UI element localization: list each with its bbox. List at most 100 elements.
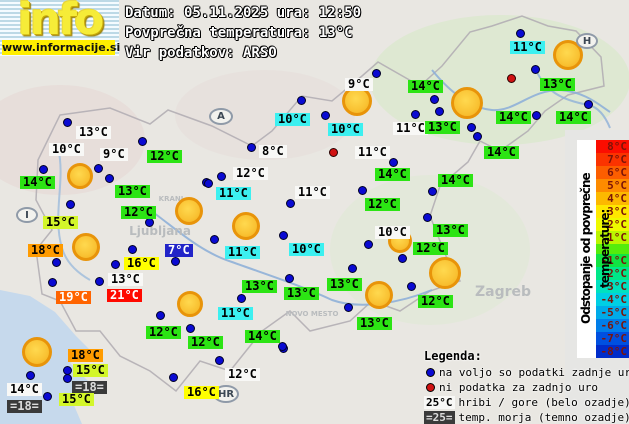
temperature-label: 12°C — [146, 326, 181, 339]
station-dot-blue — [204, 179, 213, 188]
station-dot-blue — [531, 65, 540, 74]
temperature-label: 13°C — [284, 287, 319, 300]
temperature-label: 13°C — [76, 126, 111, 139]
station-dot-blue — [43, 392, 52, 401]
station-dot-blue — [105, 174, 114, 183]
temperature-label: 18°C — [28, 244, 63, 257]
header-average-temperature: Povprečna temperatura: 13°C — [125, 25, 353, 41]
scale-bands: 8°C7°C6°C5°C4°C3°C2°C1°C -1°C-2°C-3°C-4°C… — [596, 140, 629, 358]
temperature-label: 13°C — [433, 224, 468, 237]
sea-chip-icon: =25= — [424, 411, 455, 424]
temperature-label: 11°C — [393, 122, 428, 135]
scale-band: -2°C — [596, 267, 629, 280]
temperature-label: 12°C — [413, 242, 448, 255]
temperature-label: 11°C — [355, 146, 390, 159]
station-dot-blue — [39, 165, 48, 174]
sunny-weather-icon — [365, 281, 393, 309]
station-dot-blue — [26, 371, 35, 380]
temperature-label: =18= — [72, 381, 107, 394]
scale-band: -3°C — [596, 280, 629, 293]
legend-rows: na voljo so podatki zadnje ure ni podatka… — [424, 365, 629, 424]
station-dot-blue — [138, 137, 147, 146]
scale-band — [596, 244, 629, 254]
temperature-label: 14°C — [484, 146, 519, 159]
temperature-label: 14°C — [438, 174, 473, 187]
scale-band: 2°C — [596, 218, 629, 231]
station-dot-blue — [247, 143, 256, 152]
scale-band: -5°C — [596, 306, 629, 319]
station-dot-blue — [398, 254, 407, 263]
temperature-label: 9°C — [100, 148, 128, 161]
station-dot-blue — [210, 235, 219, 244]
temperature-label: 12°C — [225, 368, 260, 381]
station-dot-blue — [411, 110, 420, 119]
station-dot-blue — [467, 123, 476, 132]
temperature-label: 11°C — [218, 307, 253, 320]
temperature-label: 13°C — [540, 78, 575, 91]
temperature-label: 13°C — [242, 280, 277, 293]
station-dot-blue — [435, 107, 444, 116]
temperature-label: 13°C — [327, 278, 362, 291]
legend-item-text: hribi / gore (belo ozadje) — [458, 396, 629, 409]
map-alps-area — [0, 85, 145, 195]
legend-item-text: temp. morja (temno ozadje) — [458, 411, 629, 424]
temperature-label: 16°C — [184, 386, 219, 399]
temperature-label: 13°C — [425, 121, 460, 134]
info-logo-url-link[interactable]: www.informacije.si — [2, 40, 121, 55]
temperature-label: =18= — [7, 400, 42, 413]
info-logo[interactable]: info www.informacije.si — [0, 0, 121, 56]
station-dot-blue — [285, 274, 294, 283]
map-legend: Legenda: na voljo so podatki zadnje ure n… — [424, 349, 629, 424]
temperature-label: 10°C — [328, 123, 363, 136]
station-dot-blue — [52, 258, 61, 267]
scale-band: 1°C — [596, 231, 629, 244]
temperature-label: 14°C — [375, 168, 410, 181]
station-dot-blue — [348, 264, 357, 273]
station-dot-blue — [279, 231, 288, 240]
temperature-label: 14°C — [20, 176, 55, 189]
station-dot-blue — [516, 29, 525, 38]
city-label: KRANJ — [158, 195, 184, 203]
station-dot-blue — [344, 303, 353, 312]
scale-title: Odstopanje od povprečne temperature: — [577, 140, 612, 358]
temperature-label: 16°C — [124, 257, 159, 270]
station-dot-blue — [237, 294, 246, 303]
map-karavanke-area — [175, 70, 355, 160]
header-data-source: Vir podatkov: ARSO — [125, 45, 277, 61]
temperature-label: 12°C — [188, 336, 223, 349]
temperature-label: 11°C — [295, 186, 330, 199]
temperature-label: 12°C — [233, 167, 268, 180]
temperature-label: 11°C — [510, 41, 545, 54]
city-label: Zagreb — [474, 284, 532, 300]
legend-item: =25= temp. morja (temno ozadje) — [424, 410, 629, 424]
station-dot-blue — [532, 111, 541, 120]
temperature-label: 15°C — [43, 216, 78, 229]
sunny-weather-icon — [429, 257, 461, 289]
station-dot-blue — [48, 278, 57, 287]
station-dot-blue — [63, 374, 72, 383]
temperature-label: 11°C — [225, 246, 260, 259]
temperature-label: 15°C — [73, 364, 108, 377]
scale-band: 3°C — [596, 205, 629, 218]
temperature-label: 7°C — [165, 244, 193, 257]
station-dot-blue — [95, 277, 104, 286]
station-dot-blue — [217, 172, 226, 181]
sunny-weather-icon — [177, 291, 203, 317]
slovenia-border — [35, 15, 605, 393]
country-road-sign: HR — [213, 385, 239, 403]
city-label: Ljubljana — [129, 224, 191, 238]
station-dot-red — [329, 148, 338, 157]
legend-item: ni podatka za zadnjo uro — [424, 380, 629, 395]
legend-item-text: na voljo so podatki zadnje ure — [439, 366, 629, 379]
temperature-label: 14°C — [7, 383, 42, 396]
station-dot-blue — [128, 245, 137, 254]
temperature-label: 14°C — [556, 111, 591, 124]
header-date-time: Datum: 05.11.2025 ura: 12:50 — [125, 5, 362, 21]
sunny-weather-icon — [22, 337, 52, 367]
temperature-label: 8°C — [259, 145, 287, 158]
station-dot-blue — [407, 282, 416, 291]
scale-band: 5°C — [596, 179, 629, 192]
temperature-label: 14°C — [245, 330, 280, 343]
station-dot-blue — [66, 200, 75, 209]
